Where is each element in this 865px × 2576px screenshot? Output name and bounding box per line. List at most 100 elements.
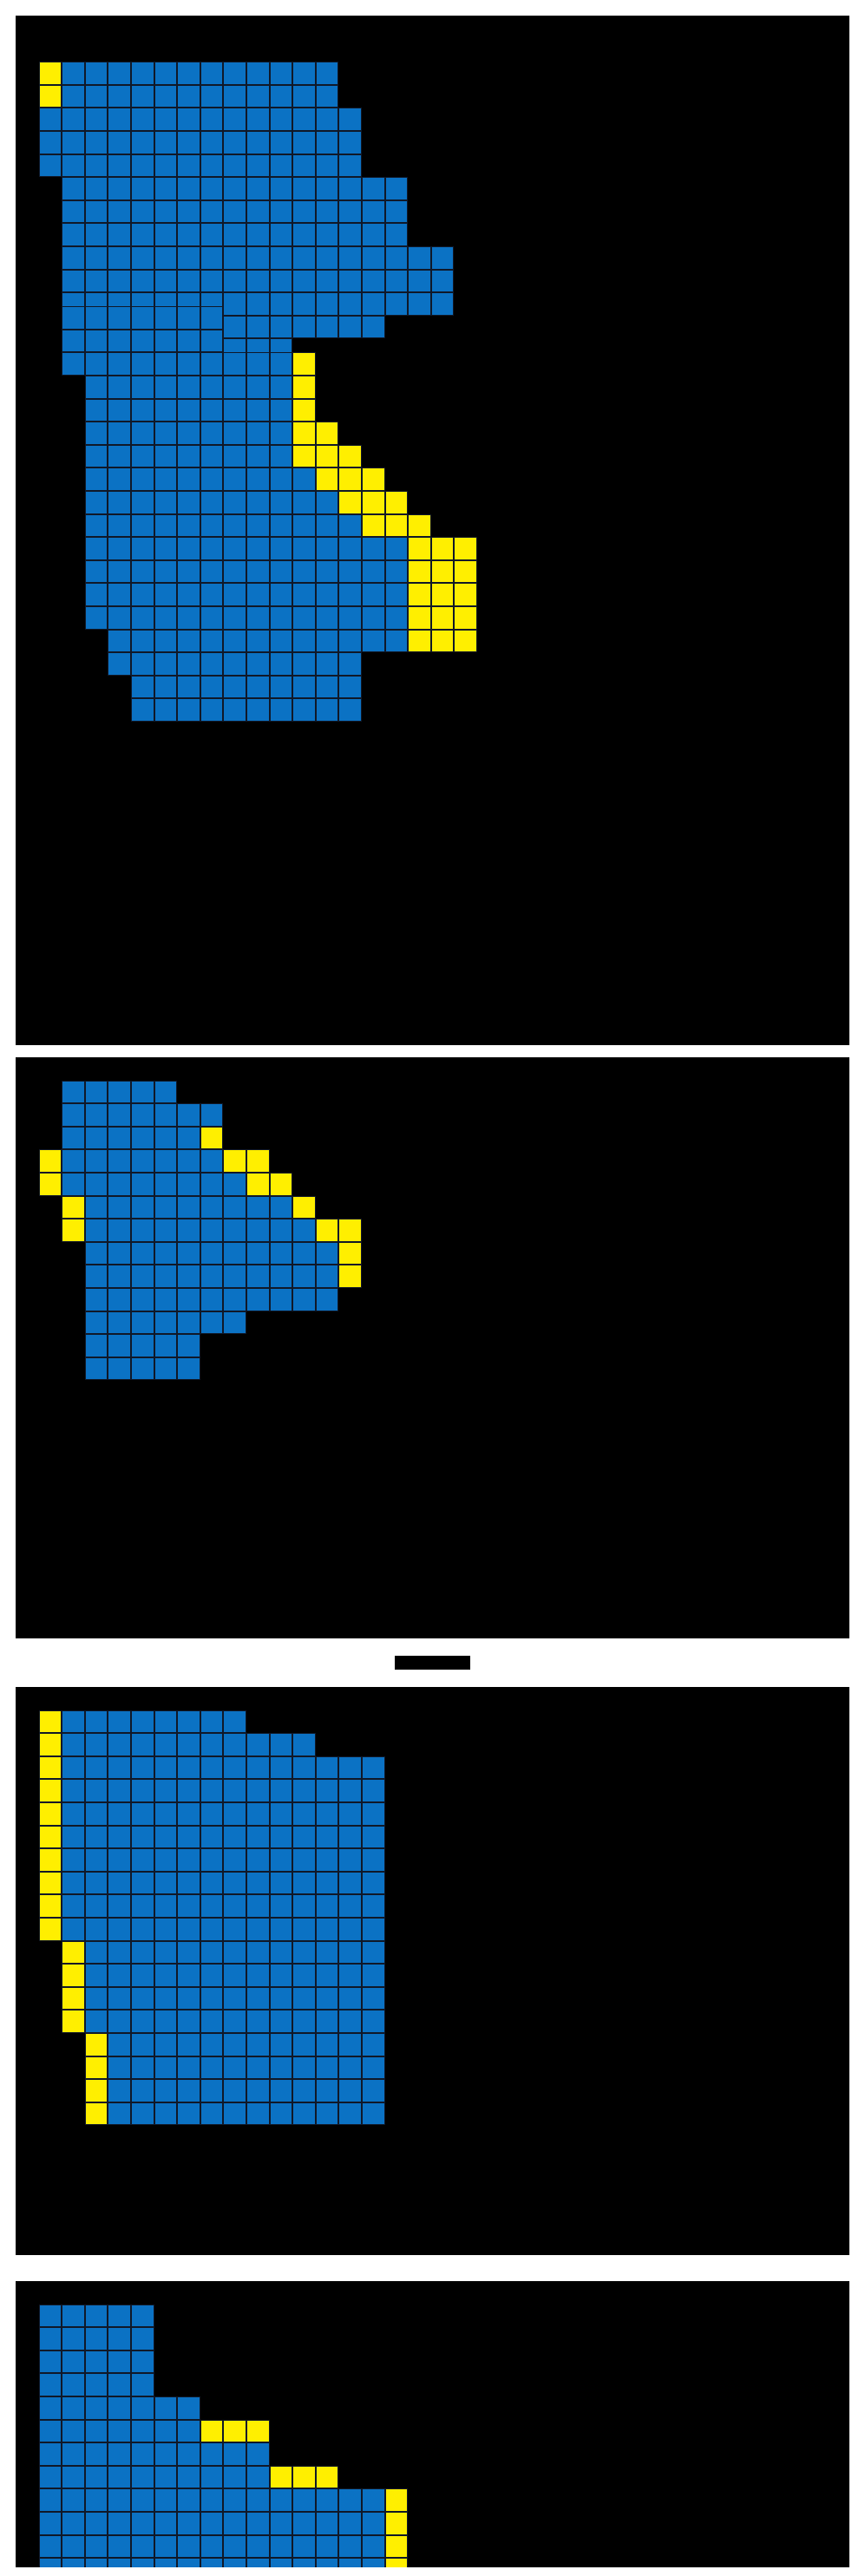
grid-cell-yellow[interactable] <box>454 583 477 606</box>
grid-cell-blue[interactable] <box>108 2512 131 2535</box>
grid-cell-blue[interactable] <box>269 269 293 293</box>
grid-cell-blue[interactable] <box>246 1288 270 1311</box>
grid-cell-blue[interactable] <box>200 605 224 630</box>
grid-cell-blue[interactable] <box>246 1219 270 1242</box>
grid-cell-blue[interactable] <box>292 177 316 200</box>
grid-cell-blue[interactable] <box>430 246 455 270</box>
grid-cell-blue[interactable] <box>84 1825 108 1849</box>
grid-cell-blue[interactable] <box>338 2488 362 2512</box>
grid-cell-blue[interactable] <box>246 1779 270 1802</box>
grid-cell-blue[interactable] <box>131 675 154 699</box>
grid-cell-blue[interactable] <box>84 1241 108 1265</box>
grid-cell-blue[interactable] <box>131 2350 154 2374</box>
grid-cell-blue[interactable] <box>315 1755 339 1780</box>
grid-cell-blue[interactable] <box>131 1288 154 1311</box>
grid-cell-blue[interactable] <box>108 583 131 606</box>
grid-cell-blue[interactable] <box>131 2558 154 2567</box>
grid-cell-blue[interactable] <box>292 199 316 224</box>
grid-cell-blue[interactable] <box>84 2534 108 2559</box>
grid-cell-blue[interactable] <box>154 422 178 445</box>
grid-cell-blue[interactable] <box>269 513 293 538</box>
grid-cell-blue[interactable] <box>223 2512 246 2535</box>
grid-cell-blue[interactable] <box>338 629 362 653</box>
grid-cell-blue[interactable] <box>108 154 131 178</box>
grid-cell-yellow[interactable] <box>384 513 409 538</box>
grid-cell-blue[interactable] <box>362 223 385 246</box>
grid-cell-yellow[interactable] <box>269 1173 293 1196</box>
grid-cell-blue[interactable] <box>84 1918 108 1941</box>
grid-cell-blue[interactable] <box>154 605 178 630</box>
grid-cell-blue[interactable] <box>269 1241 293 1265</box>
grid-cell-blue[interactable] <box>269 1733 293 1756</box>
grid-cell-blue[interactable] <box>62 1871 85 1895</box>
grid-cell-blue[interactable] <box>269 1848 293 1872</box>
grid-cell-blue[interactable] <box>408 292 431 316</box>
grid-cell-blue[interactable] <box>154 1825 178 1849</box>
grid-cell-blue[interactable] <box>223 444 246 468</box>
grid-cell-blue[interactable] <box>131 1195 154 1219</box>
grid-cell-blue[interactable] <box>108 1103 131 1127</box>
grid-cell-blue[interactable] <box>246 2442 270 2466</box>
grid-cell-blue[interactable] <box>177 559 200 584</box>
grid-cell-blue[interactable] <box>246 1940 270 1965</box>
grid-cell-blue[interactable] <box>200 1802 224 1826</box>
grid-cell-blue[interactable] <box>269 2033 293 2056</box>
grid-cell-blue[interactable] <box>131 1103 154 1127</box>
grid-cell-yellow[interactable] <box>384 490 409 514</box>
grid-cell-blue[interactable] <box>131 375 154 399</box>
grid-cell-blue[interactable] <box>108 422 131 445</box>
grid-cell-blue[interactable] <box>362 2079 385 2102</box>
grid-cell-blue[interactable] <box>177 398 200 422</box>
grid-cell-blue[interactable] <box>177 223 200 246</box>
grid-cell-blue[interactable] <box>292 1733 316 1756</box>
grid-cell-blue[interactable] <box>131 1825 154 1849</box>
grid-cell-blue[interactable] <box>200 2558 224 2567</box>
grid-cell-blue[interactable] <box>154 1894 178 1918</box>
grid-cell-blue[interactable] <box>108 537 131 560</box>
grid-cell-blue[interactable] <box>131 444 154 468</box>
grid-cell-blue[interactable] <box>223 2033 246 2056</box>
grid-cell-blue[interactable] <box>108 1779 131 1802</box>
grid-cell-blue[interactable] <box>177 2534 200 2559</box>
grid-cell-blue[interactable] <box>269 559 293 584</box>
grid-cell-blue[interactable] <box>269 199 293 224</box>
grid-cell-blue[interactable] <box>200 84 224 108</box>
grid-cell-blue[interactable] <box>62 2512 85 2535</box>
grid-cell-blue[interactable] <box>200 1173 224 1196</box>
grid-cell-blue[interactable] <box>62 1080 85 1104</box>
grid-cell-blue[interactable] <box>131 605 154 630</box>
grid-cell-yellow[interactable] <box>38 84 62 108</box>
grid-cell-yellow[interactable] <box>338 1241 362 1265</box>
grid-cell-blue[interactable] <box>246 2056 270 2080</box>
grid-cell-blue[interactable] <box>154 1288 178 1311</box>
grid-cell-blue[interactable] <box>246 2465 270 2489</box>
grid-cell-blue[interactable] <box>338 223 362 246</box>
grid-cell-blue[interactable] <box>246 1894 270 1918</box>
grid-cell-yellow[interactable] <box>62 1940 85 1965</box>
grid-cell-yellow[interactable] <box>408 513 431 538</box>
grid-cell-blue[interactable] <box>177 1755 200 1780</box>
grid-cell-blue[interactable] <box>108 1964 131 1987</box>
grid-cell-blue[interactable] <box>223 199 246 224</box>
grid-cell-blue[interactable] <box>292 1964 316 1987</box>
grid-cell-blue[interactable] <box>384 605 409 630</box>
grid-cell-blue[interactable] <box>338 583 362 606</box>
grid-cell-blue[interactable] <box>84 375 108 399</box>
grid-cell-blue[interactable] <box>131 1940 154 1965</box>
grid-cell-yellow[interactable] <box>292 375 316 399</box>
grid-cell-blue[interactable] <box>292 2558 316 2567</box>
grid-cell-blue[interactable] <box>292 2079 316 2102</box>
grid-cell-blue[interactable] <box>84 1755 108 1780</box>
grid-cell-blue[interactable] <box>223 2079 246 2102</box>
grid-cell-blue[interactable] <box>200 1940 224 1965</box>
grid-cell-blue[interactable] <box>108 306 131 330</box>
grid-cell-blue[interactable] <box>362 2056 385 2080</box>
grid-cell-blue[interactable] <box>338 537 362 560</box>
grid-cell-blue[interactable] <box>315 1802 339 1826</box>
grid-cell-yellow[interactable] <box>315 422 339 445</box>
grid-cell-yellow[interactable] <box>430 629 455 653</box>
grid-cell-blue[interactable] <box>131 154 154 178</box>
grid-cell-blue[interactable] <box>108 1241 131 1265</box>
grid-cell-blue[interactable] <box>338 605 362 630</box>
grid-cell-blue[interactable] <box>154 1940 178 1965</box>
